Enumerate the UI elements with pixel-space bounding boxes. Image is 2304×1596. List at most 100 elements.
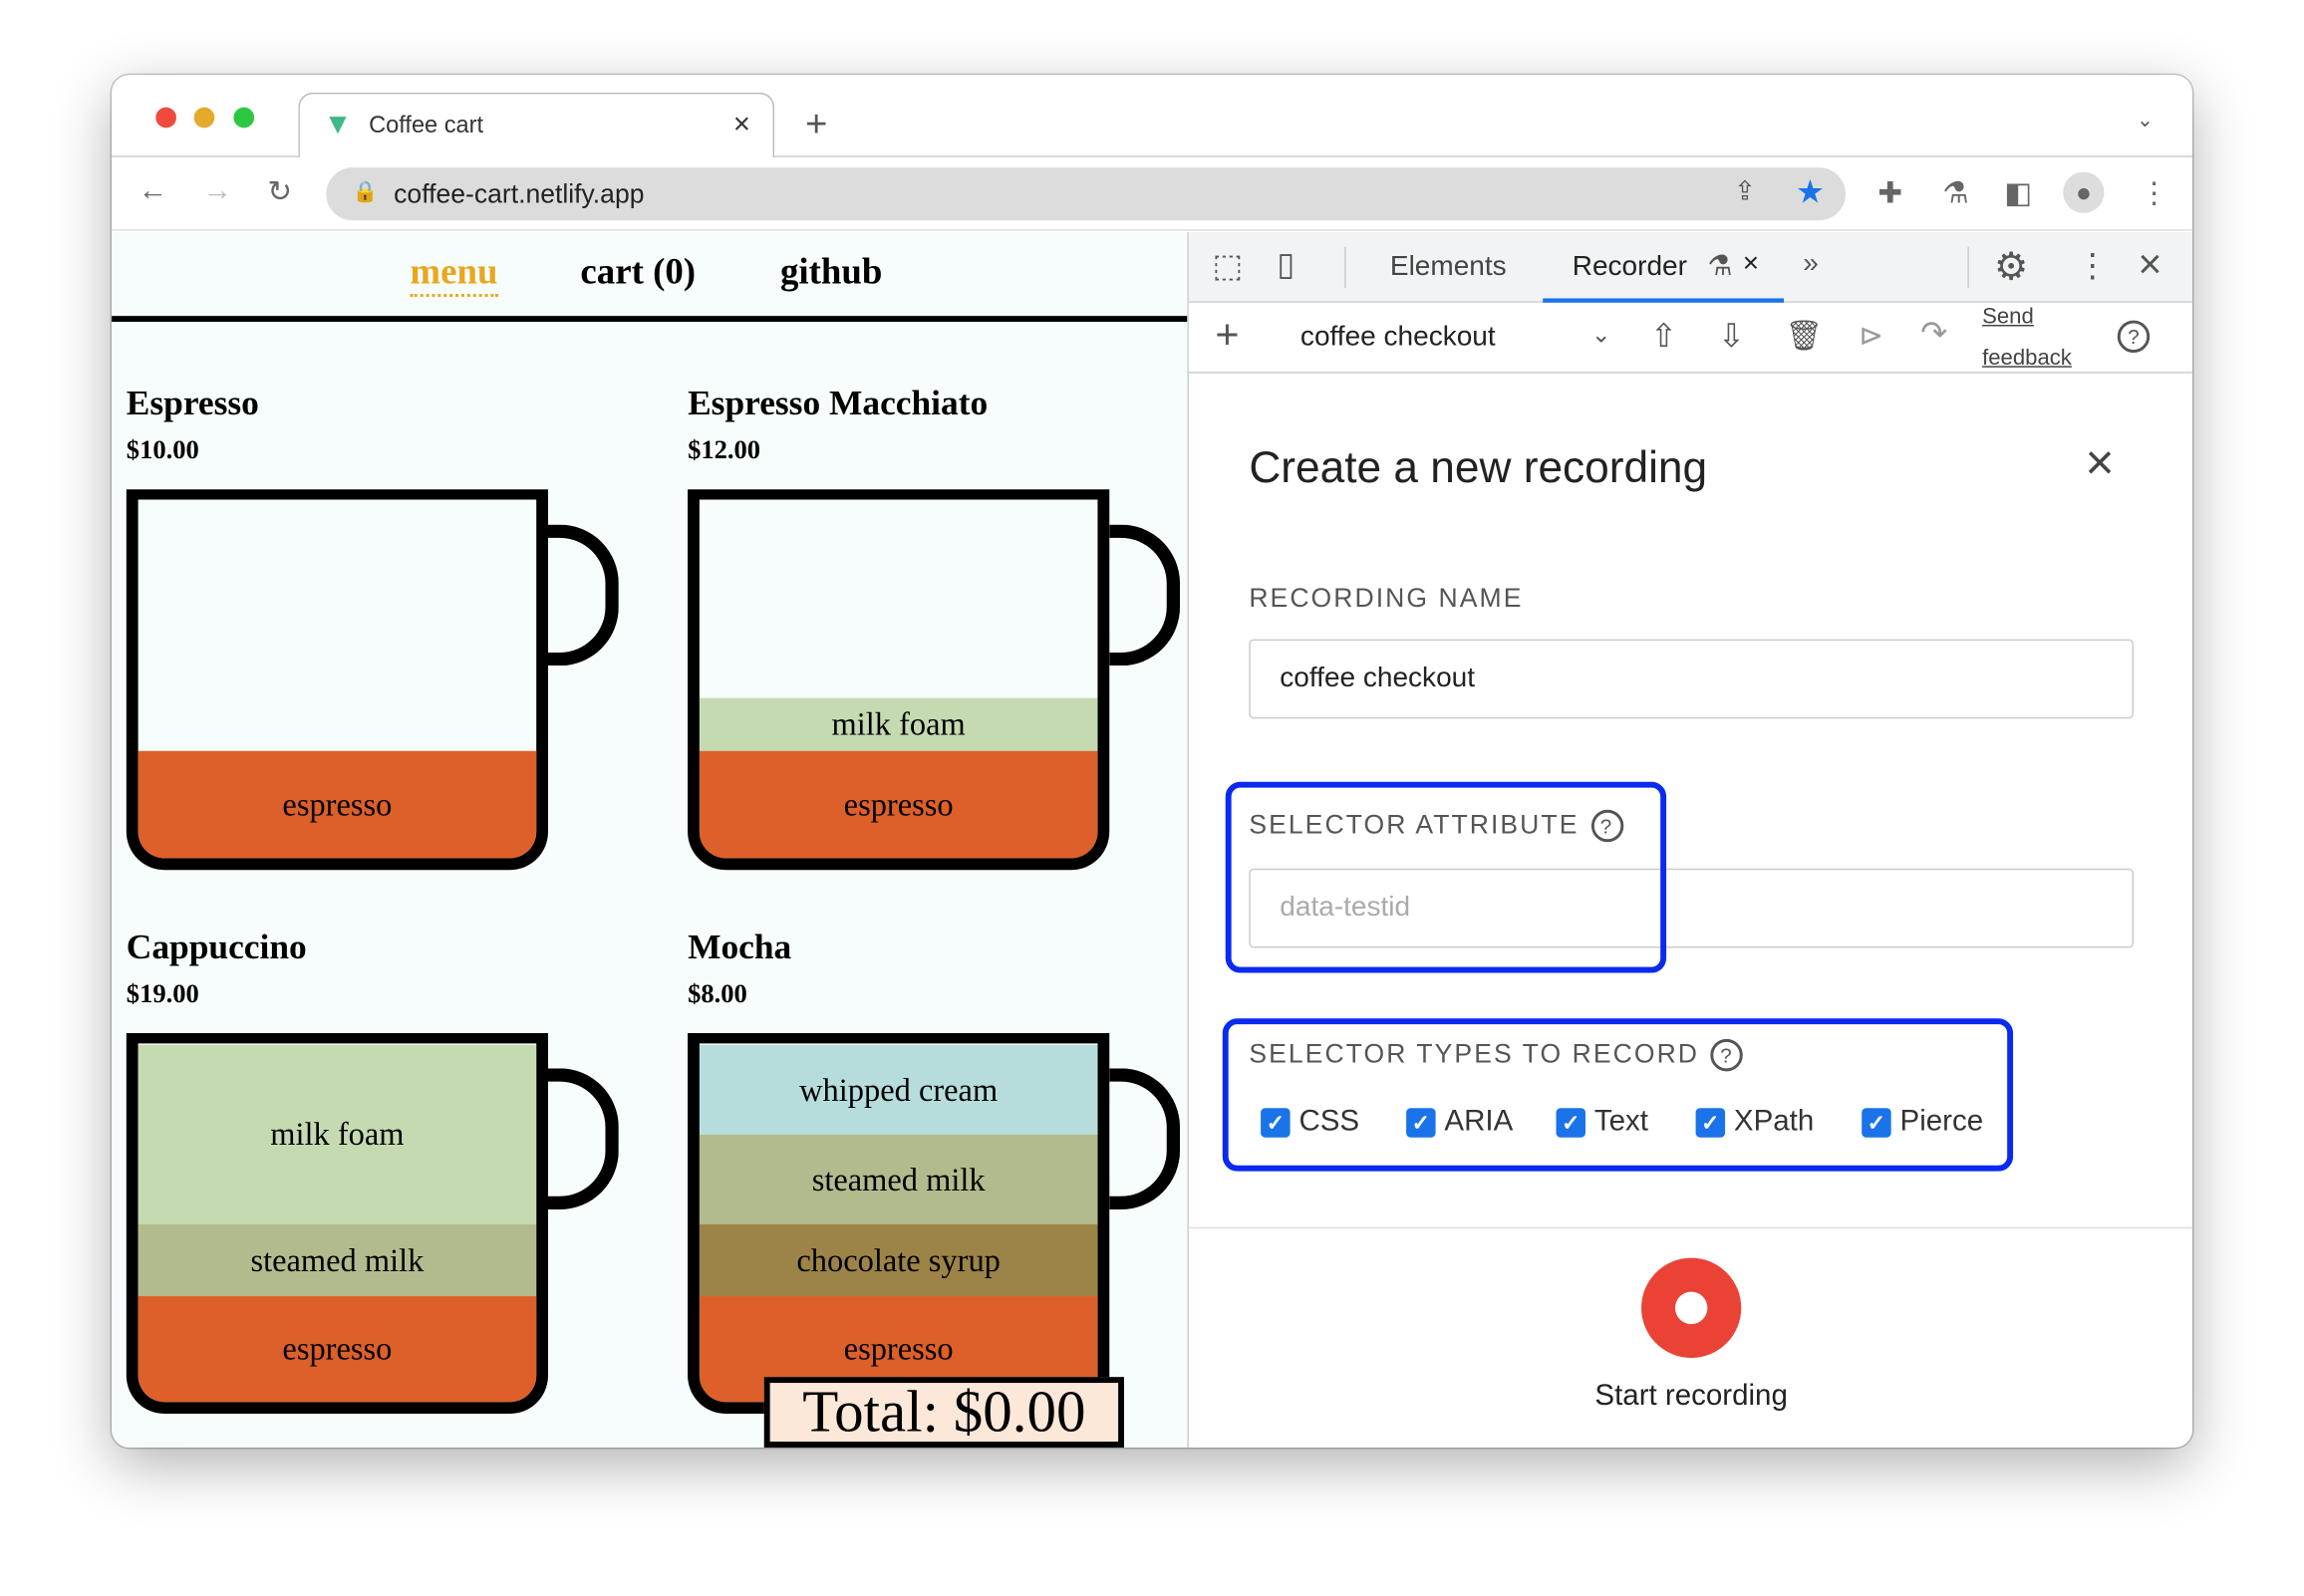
close-recorder-tab-icon[interactable]: ×: [1742, 248, 1760, 280]
product-name: Mocha: [688, 929, 792, 967]
help-icon[interactable]: ?: [2117, 320, 2151, 354]
minimize-window-button[interactable]: [193, 107, 215, 129]
send-feedback-link-line2[interactable]: feedback: [1982, 345, 2072, 371]
cart-total-button[interactable]: Total: $0.00: [763, 1377, 1124, 1448]
selector-type-checkbox[interactable]: ✓ Text: [1556, 1105, 1648, 1139]
browser-toolbar: ← → ↻ 🔒 coffee-cart.netlify.app ⇪ ★ ✚ ⚗ …: [112, 156, 2192, 231]
inspect-element-icon[interactable]: ⬚: [1212, 246, 1244, 284]
cup-handle: [547, 1068, 619, 1210]
selector-type-label: Text: [1593, 1105, 1648, 1138]
cup-layer: milk foam: [138, 1044, 537, 1224]
tab-search-chevron-icon[interactable]: ⌄: [2136, 107, 2155, 132]
dialog-title: Create a new recording: [1249, 443, 1708, 493]
browser-window: ▼ Coffee cart × + ⌄ ← → ↻ 🔒 coffee-cart.…: [112, 75, 2192, 1448]
selector-type-label: CSS: [1298, 1105, 1360, 1138]
vue-logo-icon: ▼: [323, 109, 353, 141]
new-recording-icon[interactable]: +: [1215, 311, 1240, 358]
product-name: Espresso Macchiato: [688, 385, 989, 423]
labs-flask-icon[interactable]: ⚗: [1942, 177, 1969, 210]
back-button[interactable]: ←: [138, 174, 168, 207]
product-cup[interactable]: espresso: [126, 489, 548, 871]
start-recording-button[interactable]: [1641, 1257, 1742, 1358]
step-over-icon[interactable]: ↷: [1920, 314, 1948, 352]
browser-menu-icon[interactable]: ⋮: [2139, 177, 2169, 210]
forward-button[interactable]: →: [202, 174, 232, 207]
replay-icon[interactable]: ⊳: [1859, 320, 1883, 354]
nav-cart-link[interactable]: cart (0): [580, 252, 697, 293]
side-panel-icon[interactable]: ◧: [2004, 177, 2033, 210]
selector-type-label: ARIA: [1444, 1105, 1514, 1138]
url-text: coffee-cart.netlify.app: [394, 178, 645, 209]
close-window-button[interactable]: [155, 107, 176, 129]
selector-types-label: SELECTOR TYPES TO RECORD: [1249, 1038, 1700, 1069]
cup-layer: steamed milk: [699, 1134, 1098, 1224]
browser-tab[interactable]: ▼ Coffee cart ×: [298, 92, 775, 159]
nav-github-link[interactable]: github: [779, 252, 883, 293]
product-name: Espresso: [126, 385, 259, 423]
settings-gear-icon[interactable]: ⚙: [1993, 243, 2029, 289]
product-cup[interactable]: milk foam espresso: [688, 489, 1110, 871]
recording-select-value: coffee checkout: [1299, 322, 1496, 354]
close-devtools-icon[interactable]: ×: [2138, 240, 2162, 287]
chevron-down-icon: ⌄: [1590, 323, 1611, 349]
record-dot-icon: [1674, 1291, 1708, 1325]
cup-layer: milk foam: [699, 697, 1098, 751]
close-dialog-icon[interactable]: ×: [2085, 434, 2115, 491]
cup-layer: espresso: [138, 750, 537, 859]
selector-type-checkbox[interactable]: ✓ Pierce: [1862, 1105, 1983, 1139]
extensions-icon[interactable]: ✚: [1877, 177, 1903, 210]
product-name: Cappuccino: [126, 929, 307, 967]
product-cup[interactable]: whipped cream steamed milk chocolate syrup…: [688, 1032, 1110, 1415]
address-bar[interactable]: 🔒 coffee-cart.netlify.app ⇪ ★: [326, 167, 1846, 221]
profile-avatar[interactable]: ●: [2063, 171, 2105, 213]
checkbox-checked-icon: ✓: [1261, 1107, 1291, 1137]
recording-select[interactable]: coffee checkout ⌄: [1300, 321, 1623, 359]
share-icon[interactable]: ⇪: [1733, 176, 1757, 206]
cup-layer: espresso: [138, 1296, 537, 1403]
lock-icon: 🔒: [352, 178, 379, 203]
selector-types-help-icon[interactable]: ?: [1710, 1039, 1744, 1072]
cup-layer: chocolate syrup: [699, 1223, 1098, 1297]
selector-types-highlight: [1222, 1018, 2014, 1172]
product-price: $8.00: [688, 978, 747, 1008]
cup-handle: [1109, 524, 1181, 666]
device-toolbar-icon[interactable]: ▯: [1277, 245, 1296, 283]
bookmark-star-icon[interactable]: ★: [1795, 173, 1825, 210]
selector-attribute-label: SELECTOR ATTRIBUTE: [1249, 809, 1580, 840]
selector-attribute-help-icon[interactable]: ?: [1590, 810, 1623, 843]
devtools-panel: ⬚ ▯ Elements Recorder ⚗ × » ⚙ ⋮ × + coff…: [1187, 232, 2192, 1448]
reload-button[interactable]: ↻: [267, 176, 293, 209]
selector-attribute-input[interactable]: data-testid: [1249, 868, 2134, 948]
import-icon[interactable]: ⇩: [1717, 317, 1745, 355]
devtools-tab-bar: ⬚ ▯ Elements Recorder ⚗ × » ⚙ ⋮ ×: [1188, 232, 2192, 303]
send-feedback-link[interactable]: Send: [1982, 304, 2034, 330]
tab-title: Coffee cart: [369, 113, 484, 138]
new-tab-button[interactable]: +: [805, 101, 828, 146]
more-tabs-icon[interactable]: »: [1803, 248, 1819, 280]
nav-menu-link[interactable]: menu: [410, 253, 498, 297]
selector-type-checkbox[interactable]: ✓ ARIA: [1406, 1105, 1513, 1139]
tab-recorder-label: Recorder: [1572, 251, 1687, 283]
cup-handle: [547, 524, 619, 666]
product-price: $19.00: [126, 978, 199, 1008]
checkbox-checked-icon: ✓: [1406, 1107, 1436, 1137]
export-icon[interactable]: ⇧: [1649, 317, 1678, 355]
product-cup[interactable]: milk foam steamed milk espresso: [126, 1032, 548, 1415]
maximize-window-button[interactable]: [233, 107, 255, 129]
coffee-cart-page: menu cart (0) github Espresso $10.00 esp…: [112, 232, 1188, 1448]
devtools-menu-icon[interactable]: ⋮: [2076, 246, 2109, 284]
recording-name-input[interactable]: coffee checkout: [1249, 639, 2134, 719]
selector-type-label: Pierce: [1899, 1105, 1984, 1138]
tab-bar: ▼ Coffee cart × + ⌄: [112, 75, 2192, 159]
start-recording-label: Start recording: [1594, 1380, 1788, 1413]
nav-divider: [112, 316, 1188, 323]
product-price: $12.00: [688, 434, 761, 465]
selector-type-checkbox[interactable]: ✓ XPath: [1695, 1105, 1815, 1139]
selector-attribute-highlight: [1225, 781, 1667, 973]
selector-type-checkbox[interactable]: ✓ CSS: [1261, 1105, 1359, 1139]
close-tab-icon[interactable]: ×: [732, 109, 751, 141]
delete-trash-icon[interactable]: 🗑: [1785, 320, 1823, 354]
tab-recorder[interactable]: Recorder ⚗ ×: [1543, 232, 1785, 303]
tab-elements[interactable]: Elements: [1389, 251, 1507, 283]
selector-type-label: XPath: [1733, 1105, 1815, 1138]
